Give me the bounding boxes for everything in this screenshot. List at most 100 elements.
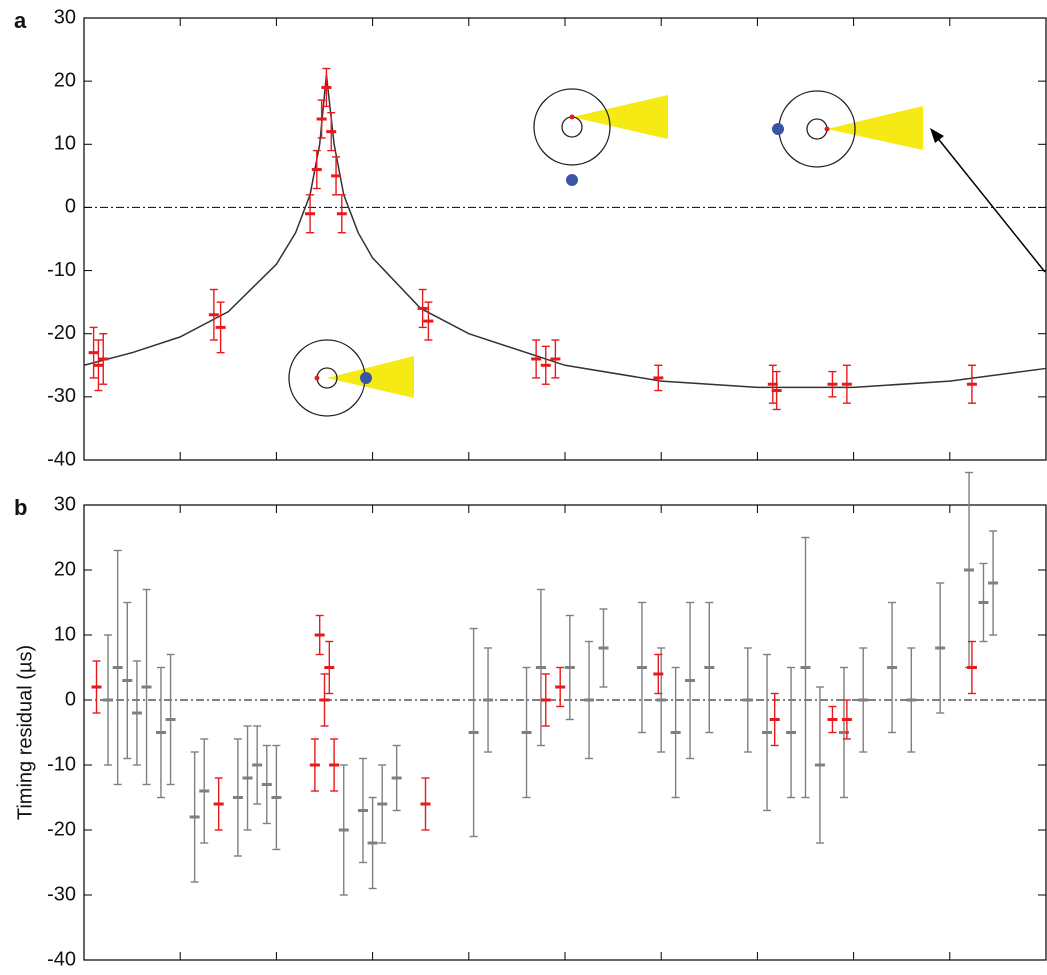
error-point: [656, 647, 667, 753]
error-point: [112, 549, 123, 786]
orbit-inset: [772, 90, 923, 168]
error-point: [988, 530, 999, 636]
error-point: [141, 588, 152, 786]
error-point: [966, 364, 977, 404]
error-point: [814, 686, 825, 844]
error-point: [305, 194, 316, 234]
panel: b Timing residual (µs) -40 -30 -20 -10 0 10 20 30: [14, 471, 1047, 970]
error-point: [319, 673, 330, 727]
error-point: [336, 194, 347, 234]
y-tick-label: 30: [54, 6, 76, 28]
error-point: [199, 738, 210, 844]
error-point: [742, 647, 753, 753]
error-point: [271, 744, 282, 851]
y-tick-label: -10: [47, 753, 76, 775]
y-tick-label: -10: [47, 259, 76, 281]
y-tick-label: -20: [47, 818, 76, 840]
pulsar: [314, 375, 320, 381]
error-point: [564, 614, 575, 721]
error-point: [800, 536, 811, 799]
y-tick-label: 10: [54, 623, 76, 645]
error-point: [316, 99, 327, 139]
error-point: [213, 777, 224, 831]
orbit: [533, 88, 611, 166]
error-point: [215, 301, 226, 354]
error-point: [91, 660, 102, 714]
panel-label: b: [14, 495, 27, 520]
error-point: [311, 149, 322, 190]
panel: a -40 -30 -20 -10 0 10 20 30: [14, 6, 1047, 470]
arrow-head: [930, 128, 944, 143]
y-tick-label: 0: [65, 196, 76, 218]
error-point: [321, 67, 332, 108]
error-point: [324, 640, 335, 695]
error-point: [88, 326, 99, 379]
error-point: [483, 647, 494, 753]
error-point: [417, 288, 428, 329]
error-point: [550, 339, 561, 379]
panel-label: a: [14, 8, 27, 33]
error-point: [598, 608, 609, 688]
orbit-inset: [288, 339, 414, 417]
error-point: [242, 725, 253, 831]
error-point: [964, 471, 975, 669]
companion: [360, 372, 372, 384]
error-point: [769, 692, 780, 747]
error-point: [535, 588, 546, 747]
error-point: [653, 653, 664, 695]
error-point: [841, 699, 852, 740]
error-point: [827, 370, 838, 398]
error-point: [636, 601, 647, 734]
error-point: [935, 582, 946, 714]
beam: [827, 106, 923, 150]
error-point: [377, 764, 388, 844]
plot-frame: [83, 504, 1047, 961]
error-point: [189, 751, 200, 883]
error-point: [540, 673, 551, 727]
beam: [572, 95, 668, 139]
orbit: [806, 118, 828, 140]
error-point: [762, 653, 773, 812]
error-point: [584, 640, 595, 760]
error-point: [827, 705, 838, 734]
y-tick-label: -30: [47, 883, 76, 905]
error-point: [208, 288, 219, 341]
error-point: [685, 601, 696, 760]
error-point: [338, 764, 349, 896]
arrow: [930, 128, 1046, 273]
error-point: [357, 757, 368, 864]
error-point: [252, 725, 263, 805]
error-point: [329, 738, 340, 792]
pulsar: [824, 126, 830, 132]
y-tick-label: -40: [47, 448, 76, 470]
error-point: [786, 666, 797, 799]
error-point: [423, 301, 434, 341]
error-point: [841, 364, 852, 404]
error-point: [131, 660, 142, 766]
error-point: [93, 339, 104, 392]
companion: [566, 174, 578, 186]
y-tick-label: 20: [54, 69, 76, 91]
error-point: [540, 345, 551, 385]
error-point: [521, 666, 532, 799]
error-point: [771, 370, 782, 411]
error-point: [906, 647, 917, 753]
error-point: [155, 666, 166, 799]
y-tick-label: -40: [47, 948, 76, 970]
error-point: [653, 364, 664, 392]
error-point: [858, 647, 869, 753]
error-point: [887, 601, 898, 734]
orbit: [561, 116, 583, 138]
error-point: [331, 156, 342, 196]
y-tick-label: 0: [65, 688, 76, 710]
plot-frame: [83, 17, 1047, 461]
error-point: [531, 339, 542, 379]
y-tick-label: 10: [54, 133, 76, 155]
error-point: [326, 112, 337, 152]
error-point: [309, 738, 320, 792]
error-point: [670, 666, 681, 799]
error-point: [122, 601, 133, 760]
orbit-inset: [533, 88, 668, 186]
error-point: [978, 562, 989, 643]
